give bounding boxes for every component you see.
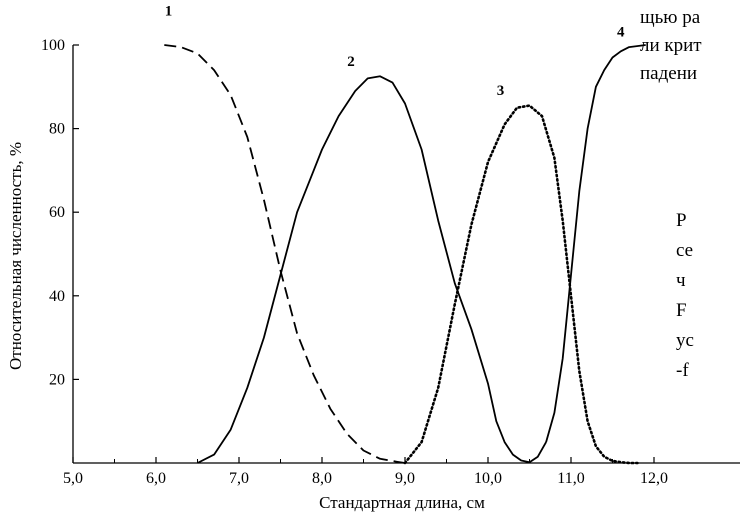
series-layer — [164, 44, 646, 465]
side-text-line: ли крит — [640, 35, 702, 56]
x-tick-label: 6,0 — [146, 470, 166, 487]
x-tick-label: 12,0 — [640, 470, 668, 487]
side-text-line: F — [676, 300, 687, 321]
series-label: 2 — [347, 54, 355, 70]
series-label: 3 — [497, 83, 505, 99]
side-text-line: падени — [640, 63, 698, 84]
side-text-line: ус — [676, 330, 694, 351]
y-axis-title: Относительная численность, % — [6, 142, 25, 370]
x-axis-title: Стандартная длина, см — [319, 493, 485, 512]
axes: 5,0 6,0 7,0 8,0 9,0 10,0 11,0 12,0 20 40 60 80 100 — [41, 37, 740, 487]
side-text-bottom: Р се ч F ус -f — [676, 206, 694, 386]
side-text-line: ч — [676, 270, 686, 291]
x-tick-label: 8,0 — [312, 470, 332, 487]
series-line-1 — [164, 44, 406, 464]
series-label: 4 — [617, 25, 625, 41]
x-tick-label: 9,0 — [395, 470, 415, 487]
x-tick-label: 5,0 — [63, 470, 83, 487]
side-text-line: Р — [676, 210, 687, 231]
side-text-line: -f — [676, 360, 689, 381]
side-text-line: щью ра — [640, 7, 701, 28]
x-tick-label: 7,0 — [229, 470, 249, 487]
series-line-4 — [545, 44, 646, 443]
labels-layer: 1 2 3 4 — [165, 4, 625, 99]
x-tick-label: 11,0 — [557, 470, 584, 487]
x-tick-label: 10,0 — [474, 470, 502, 487]
y-tick-label: 20 — [49, 371, 65, 388]
y-tick-label: 80 — [49, 121, 65, 138]
series-label: 1 — [165, 4, 173, 20]
y-tick-label: 100 — [41, 37, 65, 54]
side-text-top: щью ра ли крит падени — [640, 4, 702, 88]
y-tick-label: 40 — [49, 288, 65, 305]
side-text-line: се — [676, 240, 694, 261]
series-line-3 — [403, 104, 639, 465]
y-tick-label: 60 — [49, 204, 65, 221]
series-line-2 — [197, 75, 547, 464]
